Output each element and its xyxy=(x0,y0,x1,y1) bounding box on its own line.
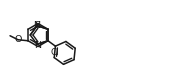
Text: S: S xyxy=(34,21,40,30)
Text: N: N xyxy=(34,41,41,50)
Text: N: N xyxy=(33,21,40,30)
Text: Cl: Cl xyxy=(51,48,59,57)
Text: O: O xyxy=(14,35,21,44)
